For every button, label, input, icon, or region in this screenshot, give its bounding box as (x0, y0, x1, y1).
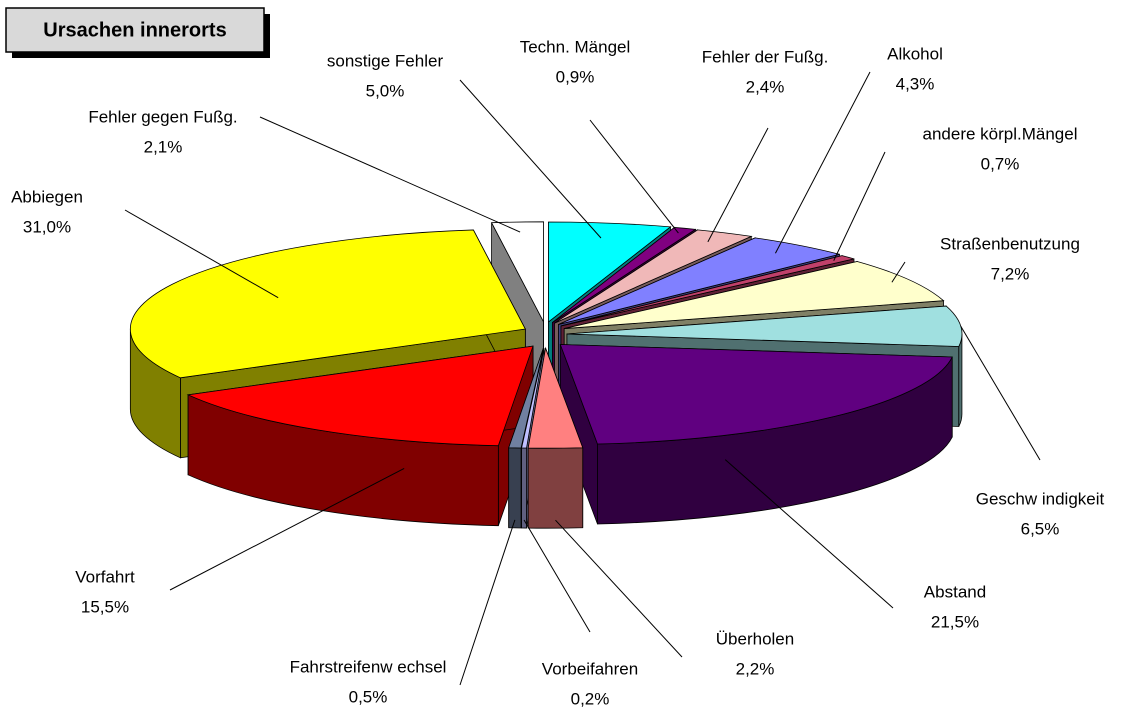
leader-line (724, 459, 894, 609)
slice (490, 221, 544, 323)
leader-line (459, 79, 602, 239)
leader-line (707, 127, 769, 243)
slice-label: Vorbeifahren (542, 659, 638, 678)
slice-side (521, 447, 527, 529)
slice-label: Abstand (924, 582, 986, 601)
leader-line (960, 325, 1041, 461)
slice (521, 348, 545, 449)
slice-label: Fehler der Fußg. (702, 47, 829, 66)
slice (129, 229, 526, 379)
slice (548, 221, 672, 323)
slice-value: 0,5% (349, 687, 388, 706)
slice-label: Geschw indigkeit (976, 489, 1105, 508)
leader-line (459, 519, 516, 686)
slice-value: 6,5% (1021, 519, 1060, 538)
leader-line (589, 119, 679, 234)
slice-value: 5,0% (366, 81, 405, 100)
chart-title: Ursachen innerorts (43, 19, 226, 41)
slice-value: 4,3% (896, 74, 935, 93)
slice-value: 0,9% (556, 67, 595, 86)
slice-side (958, 333, 963, 427)
leader-line (555, 519, 683, 658)
slice-label: Überholen (716, 629, 794, 648)
slice-label: andere körpl.Mängel (923, 124, 1078, 143)
slice-value: 0,7% (981, 154, 1020, 173)
title-box (5, 7, 265, 53)
leader-line (833, 151, 886, 261)
slice-label: Fahrstreifenw echsel (290, 657, 447, 676)
slice (527, 346, 584, 449)
slice-value: 2,1% (144, 137, 183, 156)
slice-label: Fehler gegen Fußg. (88, 107, 237, 126)
slice-value: 31,0% (23, 217, 71, 236)
slice-value: 21,5% (931, 612, 979, 631)
slice (554, 229, 753, 324)
leader-line (891, 261, 906, 283)
slice-value: 15,5% (81, 597, 129, 616)
leader-line (774, 71, 871, 254)
slice-label: Alkohol (887, 44, 943, 63)
slice-value: 2,2% (736, 659, 775, 678)
leader-line (169, 467, 405, 591)
leader-line (523, 519, 591, 633)
slice-label: Techn. Mängel (520, 37, 631, 56)
slice (564, 261, 945, 329)
slice-value: 2,4% (746, 77, 785, 96)
slice-value: 0,2% (571, 689, 610, 708)
leader-line (124, 209, 279, 299)
leader-line (259, 116, 521, 233)
slice-label: Vorfahrt (75, 567, 135, 586)
slice (186, 345, 534, 447)
slice-side (527, 447, 584, 529)
slice-label: Abbiegen (11, 187, 83, 206)
slice-value: 7,2% (991, 264, 1030, 283)
slice (508, 348, 544, 449)
slice (559, 344, 953, 445)
slice (558, 237, 840, 325)
slice-side (508, 447, 522, 529)
slice (560, 255, 855, 327)
slice-label: Straßenbenutzung (940, 234, 1080, 253)
slice-label: sonstige Fehler (327, 51, 444, 70)
